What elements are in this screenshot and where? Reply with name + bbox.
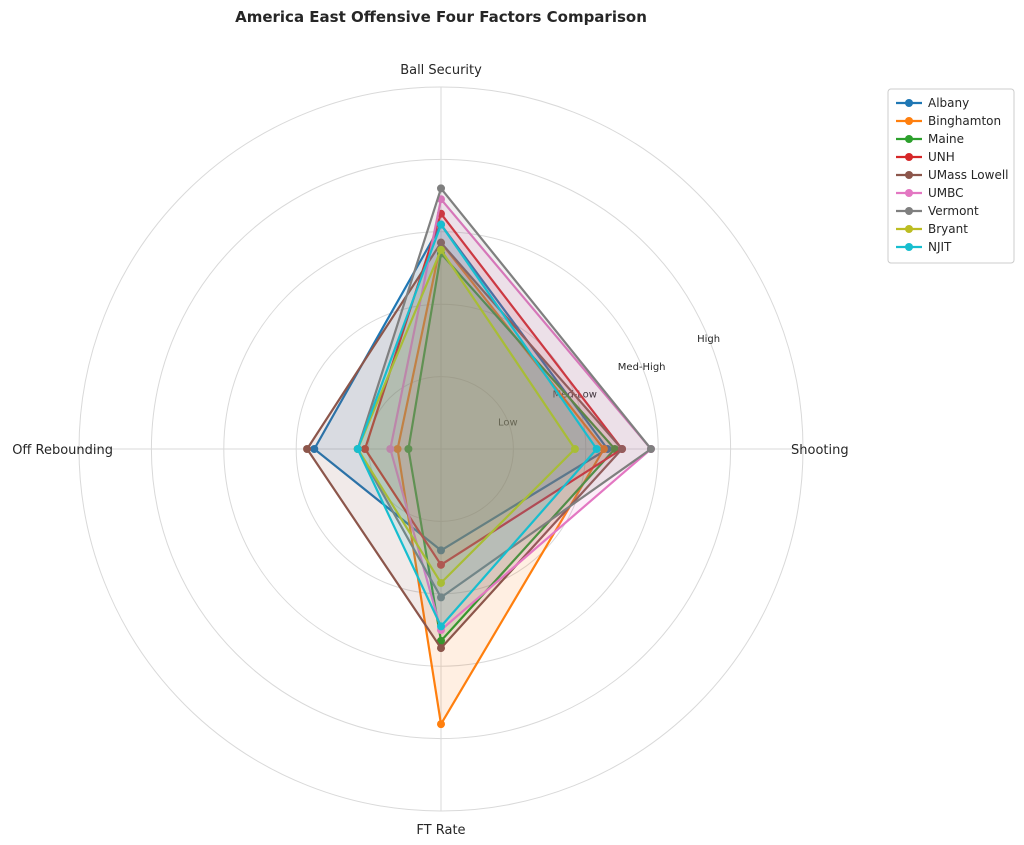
legend-swatch-marker: [905, 189, 913, 197]
legend-swatch-marker: [905, 99, 913, 107]
data-point: [393, 445, 402, 453]
data-point: [360, 445, 369, 453]
data-point: [404, 445, 413, 453]
chart-title: America East Offensive Four Factors Comp…: [235, 8, 647, 26]
series-fill: [314, 224, 608, 551]
legend-label: Vermont: [928, 204, 979, 218]
legend-label: Bryant: [928, 222, 968, 236]
data-point: [437, 593, 445, 602]
data-point: [437, 184, 445, 193]
ring-label: Med-High: [618, 362, 666, 373]
data-point: [592, 445, 601, 453]
legend-swatch-marker: [905, 135, 913, 143]
axis-label: Off Rebounding: [12, 443, 113, 458]
series-fill: [357, 224, 597, 627]
data-point: [610, 445, 619, 453]
legend-swatch-marker: [905, 225, 913, 233]
data-point: [437, 238, 445, 247]
legend-swatch-marker: [905, 117, 913, 125]
data-point: [437, 546, 445, 555]
data-point: [303, 445, 312, 453]
series-fill: [397, 242, 604, 725]
legend-swatch-marker: [905, 243, 913, 251]
data-point: [437, 636, 445, 645]
ring-label: Low: [498, 417, 518, 428]
legend-swatch-marker: [905, 153, 913, 161]
axis-label: FT Rate: [416, 823, 465, 838]
series-fill: [365, 213, 622, 565]
legend: Albany Binghamton Maine UNH UMass Lowell UMBC…: [887, 88, 1015, 264]
legend-swatch-marker: [905, 171, 913, 179]
legend-label: UNH: [928, 150, 955, 164]
data-point: [646, 445, 655, 453]
series-fill: [307, 242, 622, 649]
series-njit: [353, 220, 601, 631]
data-point: [437, 578, 445, 587]
legend-label: NJIT: [928, 240, 952, 254]
axis-label: Ball Security: [400, 63, 482, 78]
data-point: [386, 445, 395, 453]
data-point: [353, 445, 362, 453]
legend-label: UMass Lowell: [928, 168, 1009, 182]
series-layer: [303, 184, 655, 729]
data-point: [437, 622, 445, 631]
legend-label: UMBC: [928, 186, 964, 200]
series-fill: [408, 253, 615, 641]
legend-label: Albany: [928, 96, 969, 110]
data-point: [618, 445, 626, 453]
ring-label: High: [697, 334, 720, 345]
data-point: [437, 245, 445, 254]
data-point: [599, 445, 608, 453]
data-point: [437, 720, 445, 729]
legend-swatch-marker: [905, 207, 913, 215]
data-point: [437, 220, 445, 229]
legend-box: [887, 88, 1015, 264]
series-fill: [357, 188, 651, 598]
series-unh: [360, 209, 626, 569]
data-point: [437, 644, 445, 653]
series-fill: [390, 199, 651, 630]
data-point: [570, 445, 579, 453]
series-fill: [357, 249, 575, 583]
legend-label: Binghamton: [928, 114, 1001, 128]
legend-label: Maine: [928, 132, 964, 146]
series-binghamton: [393, 238, 608, 729]
data-point: [310, 445, 319, 453]
data-point: [437, 560, 445, 569]
axis-label: Shooting: [791, 443, 849, 458]
